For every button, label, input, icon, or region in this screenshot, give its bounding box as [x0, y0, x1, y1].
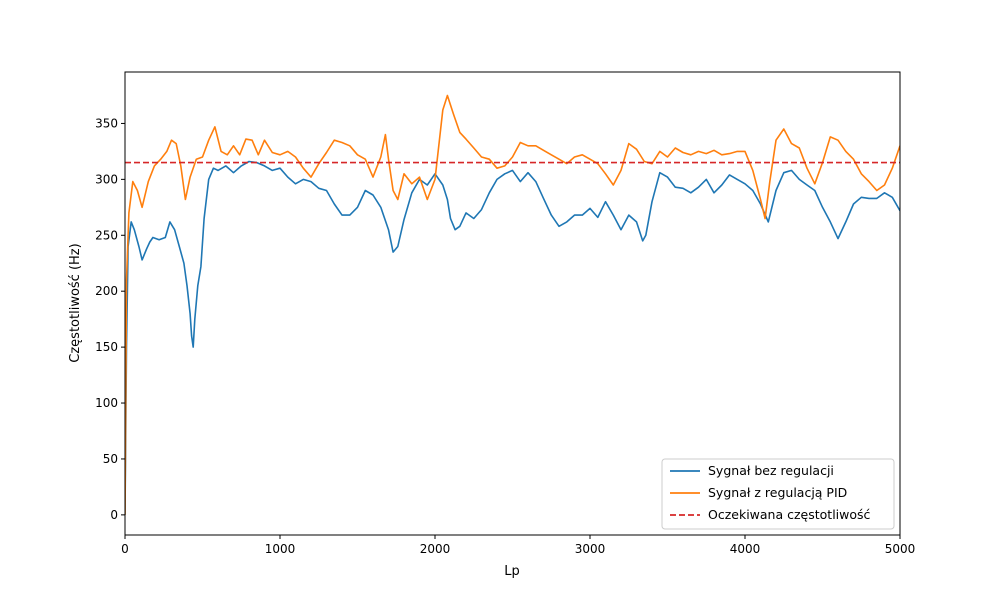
y-tick-label: 350 [95, 116, 118, 130]
y-tick-label: 200 [95, 284, 118, 298]
x-axis: 0 1000 2000 3000 4000 5000 [121, 535, 915, 556]
x-tick-label: 5000 [885, 542, 916, 556]
y-tick-label: 0 [110, 508, 118, 522]
y-tick-label: 250 [95, 228, 118, 242]
series-line-0 [125, 160, 900, 515]
x-axis-label: Lp [504, 564, 520, 579]
series-line-1 [125, 94, 900, 515]
x-tick-label: 2000 [420, 542, 451, 556]
legend: Sygnał bez regulacji Sygnał z regulacją P… [661, 458, 895, 530]
x-tick-label: 1000 [265, 542, 296, 556]
y-tick-label: 300 [95, 172, 118, 186]
plot-frame [124, 71, 901, 536]
legend-label: Oczekiwana częstotliwość [708, 507, 871, 522]
x-tick-label: 0 [121, 542, 129, 556]
legend-label: Sygnał z regulacją PID [708, 485, 847, 500]
y-tick-label: 50 [103, 452, 118, 466]
y-axis-label: Częstotliwość (Hz) [68, 243, 83, 362]
x-tick-label: 3000 [575, 542, 606, 556]
legend-label: Sygnał bez regulacji [708, 463, 834, 478]
y-tick-label: 100 [95, 396, 118, 410]
x-tick-label: 4000 [730, 542, 761, 556]
y-axis: 0 50 100 150 200 250 300 350 [95, 116, 125, 522]
y-tick-label: 150 [95, 340, 118, 354]
series-layer [125, 94, 900, 515]
legend-box [661, 458, 895, 530]
